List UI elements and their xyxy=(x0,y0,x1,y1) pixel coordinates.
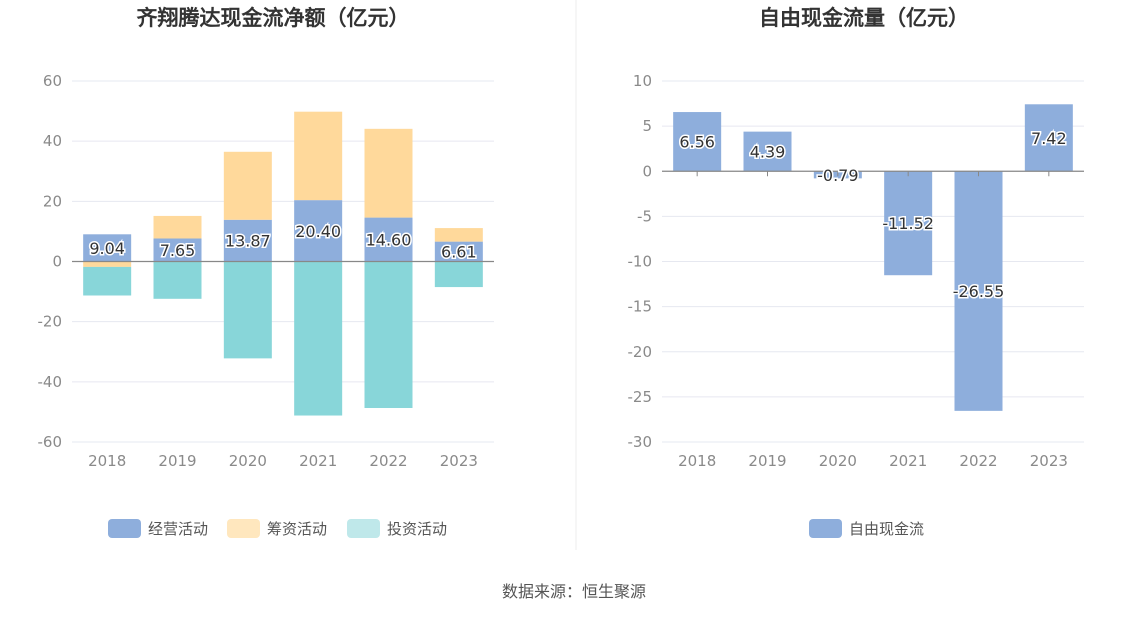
data-source: 数据来源：恒生聚源 xyxy=(501,582,646,601)
chart2-x-tick: 2019 xyxy=(748,452,786,470)
chart1-data-label: 6.61 xyxy=(441,243,477,262)
chart1-bar-financing xyxy=(364,128,413,218)
chart1-data-label: 7.65 xyxy=(160,241,196,260)
chart2-data-label: -0.79 xyxy=(817,166,858,185)
chart1-legend-swatch-financing xyxy=(227,519,260,538)
chart2-data-label: 4.39 xyxy=(750,142,786,161)
chart1-bar-operating xyxy=(153,238,202,262)
chart2-x-tick: 2020 xyxy=(819,452,857,470)
chart2-bar-fcf xyxy=(884,171,933,276)
chart1-bar-financing xyxy=(153,215,202,239)
chart2-bar-fcf xyxy=(954,171,1003,411)
chart1-y-tick: 40 xyxy=(43,132,62,150)
chart1-bar-investing xyxy=(153,261,202,299)
chart2-data-label: -26.55 xyxy=(953,282,1005,301)
chart2-data-label: 7.42 xyxy=(1031,129,1067,148)
chart2-y-tick: -30 xyxy=(628,433,653,451)
chart1-bar-operating xyxy=(364,217,413,262)
chart2-y-tick: 10 xyxy=(633,72,652,90)
chart1-y-tick: -20 xyxy=(38,313,63,331)
chart1-x-tick: 2020 xyxy=(229,452,267,470)
chart1-x-tick: 2019 xyxy=(158,452,196,470)
chart2-y-tick: -10 xyxy=(628,253,653,271)
chart2-title: 自由现金流量（亿元） xyxy=(759,6,969,30)
chart1-title: 齐翔腾达现金流净额（亿元） xyxy=(137,6,410,30)
chart1-legend-label-operating: 经营活动 xyxy=(148,520,208,538)
chart1-bar-financing xyxy=(83,261,132,267)
chart1-legend-swatch-investing xyxy=(347,519,380,538)
chart1-bar-investing xyxy=(364,261,413,409)
chart2-y-tick: 0 xyxy=(642,162,652,180)
chart1-bar-investing xyxy=(223,261,272,359)
chart2-y-tick: -25 xyxy=(628,388,653,406)
chart1-bar-investing xyxy=(434,261,483,288)
chart1-data-label: 9.04 xyxy=(89,239,125,258)
chart2-y-tick: 5 xyxy=(642,117,652,135)
chart1-bar-financing xyxy=(294,111,343,201)
chart1-bar-operating xyxy=(83,234,132,262)
chart2-data-label: -11.52 xyxy=(882,214,934,233)
chart1-x-tick: 2022 xyxy=(369,452,407,470)
chart1-legend-swatch-operating xyxy=(108,519,141,538)
chart1-x-tick: 2021 xyxy=(299,452,337,470)
chart1-y-tick: 60 xyxy=(43,72,62,90)
chart1-x-tick: 2023 xyxy=(440,452,478,470)
chart1-legend-label-investing: 投资活动 xyxy=(387,520,447,538)
chart2-legend-swatch xyxy=(809,519,842,538)
chart2-legend-label: 自由现金流 xyxy=(849,520,924,538)
chart2-bar-fcf xyxy=(1024,104,1073,172)
chart1-bar-investing xyxy=(294,261,343,416)
chart1-y-tick: -40 xyxy=(38,373,63,391)
chart1-bar-financing xyxy=(223,151,272,220)
chart1-x-tick: 2018 xyxy=(88,452,126,470)
chart2-bar-fcf xyxy=(743,131,792,172)
chart1-legend-label-financing: 筹资活动 xyxy=(267,520,327,538)
chart2-x-tick: 2021 xyxy=(889,452,927,470)
chart2-bar-fcf xyxy=(673,112,722,172)
chart1-data-label: 20.40 xyxy=(295,222,341,241)
chart1-bar-operating xyxy=(434,241,483,262)
chart2-x-tick: 2022 xyxy=(959,452,997,470)
chart2-y-tick: -5 xyxy=(637,207,652,225)
chart1-bar-operating xyxy=(294,200,343,262)
chart2-x-tick: 2018 xyxy=(678,452,716,470)
chart1-data-label: 13.87 xyxy=(225,232,271,251)
chart1-bar-investing xyxy=(83,266,132,296)
chart1-y-tick: 20 xyxy=(43,192,62,210)
chart1-y-tick: -60 xyxy=(38,433,63,451)
chart1-data-label: 14.60 xyxy=(366,231,412,250)
chart1-y-tick: 0 xyxy=(52,253,62,271)
chart2-y-tick: -15 xyxy=(628,298,653,316)
chart2-data-label: 6.56 xyxy=(679,133,715,152)
chart1-bar-financing xyxy=(434,228,483,242)
chart1-bar-operating xyxy=(223,219,272,262)
chart2-y-tick: -20 xyxy=(628,343,653,361)
chart2-x-tick: 2023 xyxy=(1030,452,1068,470)
